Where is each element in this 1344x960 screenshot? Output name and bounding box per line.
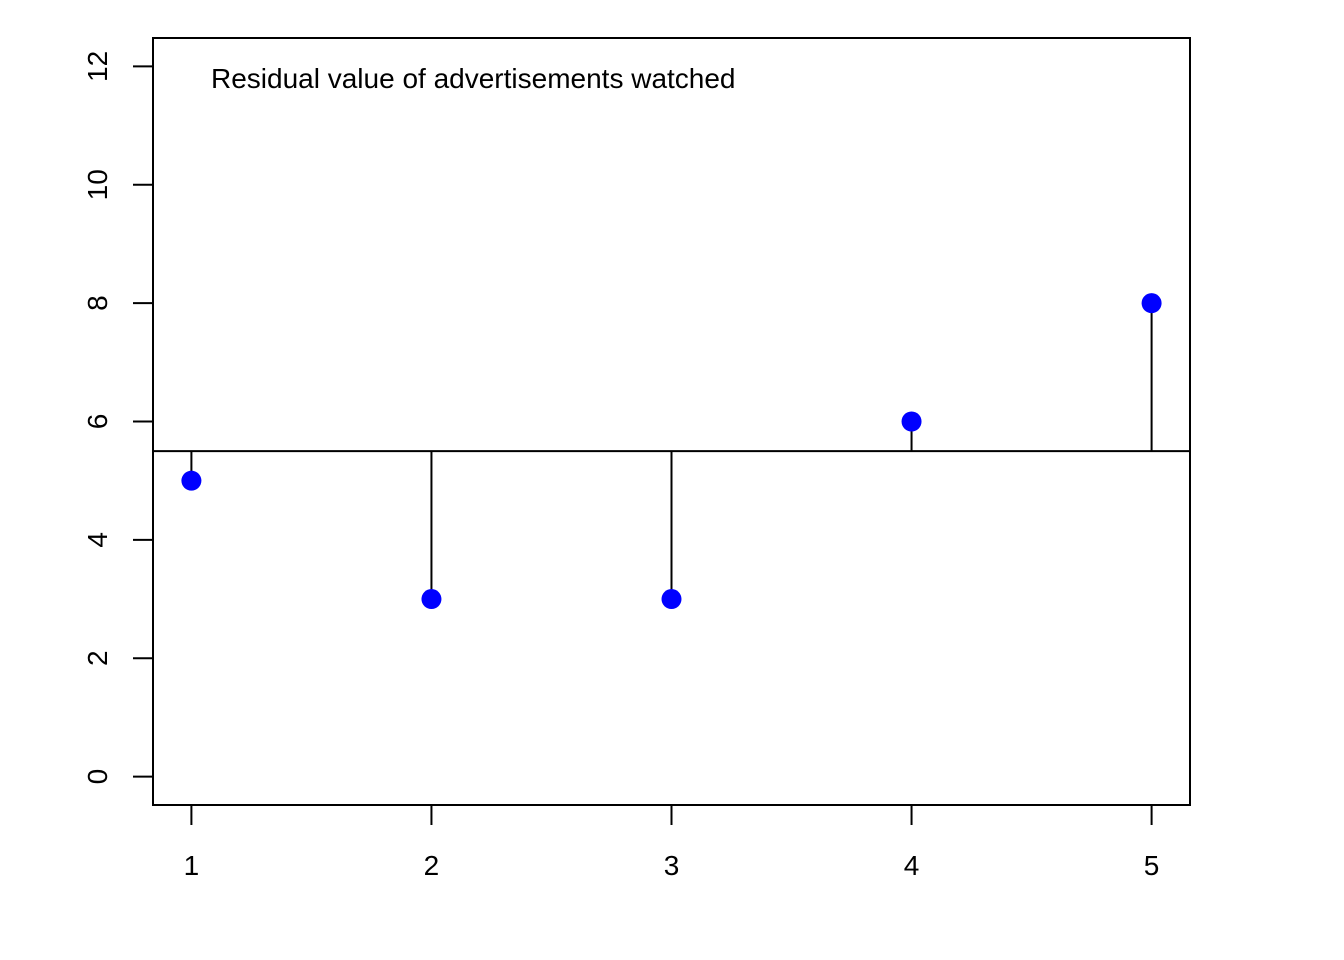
x-tick-label-1: 2 <box>424 850 440 881</box>
x-tick-label-3: 4 <box>904 850 920 881</box>
y-tick-label-6: 12 <box>82 51 113 82</box>
data-points <box>181 293 1162 610</box>
data-point-3 <box>661 589 682 610</box>
y-tick-label-3: 6 <box>82 414 113 430</box>
x-axis: 1 2 3 4 5 <box>184 805 1160 881</box>
x-tick-label-4: 5 <box>1144 850 1160 881</box>
data-point-5 <box>1141 293 1162 314</box>
y-tick-label-2: 4 <box>82 532 113 548</box>
y-tick-label-4: 8 <box>82 295 113 311</box>
data-point-1 <box>181 470 202 491</box>
data-point-4 <box>901 411 922 432</box>
plot-frame <box>152 37 1191 806</box>
data-point-2 <box>421 589 442 610</box>
plot-annotation: Residual value of advertisements watched <box>211 63 736 94</box>
y-axis: 0 2 4 6 8 10 12 <box>82 51 153 785</box>
x-tick-label-2: 3 <box>664 850 680 881</box>
y-tick-label-1: 2 <box>82 650 113 666</box>
y-tick-label-0: 0 <box>82 769 113 785</box>
x-tick-label-0: 1 <box>184 850 200 881</box>
y-tick-label-5: 10 <box>82 169 113 200</box>
